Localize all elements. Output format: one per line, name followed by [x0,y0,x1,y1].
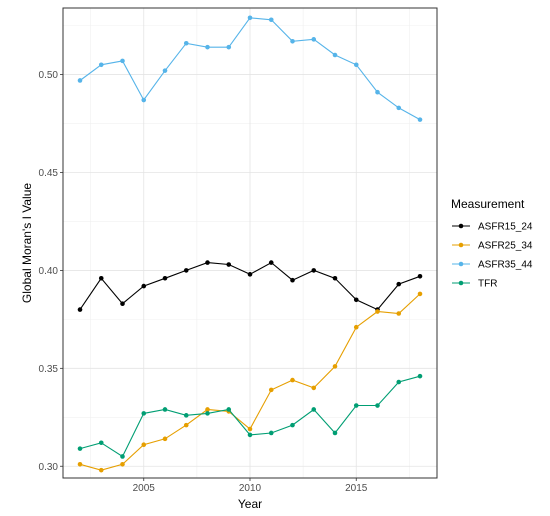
data-point-asfr35-44 [226,44,232,50]
data-point-tfr [311,407,317,412]
grid [63,8,437,478]
data-point-asfr15-24 [311,268,317,273]
data-point-asfr35-44 [120,58,125,64]
data-point-asfr15-24 [120,301,125,307]
legend: Measurement ASFR15_24 ASFR25_34 ASFR35_44 T… [451,197,533,290]
data-point-asfr25-34 [205,407,210,412]
data-point-tfr [98,440,104,446]
legend-key-point [458,280,464,286]
data-point-asfr25-34 [353,324,359,330]
data-point-asfr35-44 [290,38,295,44]
legend-item-asfr35-44: ASFR35_44 [452,260,533,271]
data-point-asfr35-44 [332,52,338,58]
data-point-tfr [183,413,189,418]
x-axis-title: Year [238,497,262,511]
data-point-asfr15-24 [353,297,359,303]
y-tick-label: 0.40 [39,266,59,277]
legend-title: Measurement [451,197,525,211]
data-point-asfr15-24 [332,275,338,281]
legend-key-point [458,261,464,267]
legend-item-tfr: TFR [452,279,497,290]
y-axis-title: Global Moran's I Value [20,183,34,303]
data-point-asfr35-44 [311,37,317,42]
data-point-asfr35-44 [205,44,210,50]
data-point-tfr [226,407,232,412]
data-point-asfr15-24 [268,260,274,265]
legend-label: ASFR25_34 [478,241,533,252]
legend-item-asfr25-34: ASFR25_34 [452,241,533,252]
data-point-asfr15-24 [162,275,168,281]
data-point-asfr15-24 [396,281,402,287]
series-layer [77,15,423,473]
data-point-asfr35-44 [77,78,83,83]
legend-item-asfr15-24: ASFR15_24 [452,222,533,233]
data-point-asfr15-24 [226,262,232,267]
legend-key-point [458,223,464,229]
x-axis: 2005 2010 2015 [133,478,368,494]
data-point-asfr25-34 [247,426,253,432]
x-tick-label: 2005 [133,483,156,494]
data-point-tfr [120,454,125,459]
data-point-tfr [353,403,359,408]
data-point-asfr35-44 [353,62,359,68]
data-point-asfr25-34 [268,387,274,393]
data-point-asfr25-34 [311,385,317,391]
data-point-asfr15-24 [247,272,253,277]
legend-label: TFR [478,279,497,290]
series-tfr [77,373,423,459]
data-point-asfr25-34 [417,291,423,297]
data-point-asfr15-24 [98,275,104,281]
y-tick-label: 0.50 [39,70,59,81]
data-point-asfr25-34 [98,467,104,473]
data-point-asfr25-34 [375,309,380,314]
data-point-tfr [268,430,274,436]
data-point-asfr35-44 [162,68,168,73]
y-axis: 0.30 0.35 0.40 0.45 0.50 [39,70,63,473]
data-point-asfr35-44 [98,62,104,68]
series-asfr15-24 [77,260,423,312]
data-point-tfr [205,411,210,416]
data-point-asfr15-24 [183,268,189,273]
data-point-asfr35-44 [396,105,402,111]
y-tick-label: 0.35 [39,364,59,375]
data-point-asfr35-44 [417,117,423,122]
data-point-asfr35-44 [183,40,189,46]
data-point-asfr15-24 [290,277,295,283]
y-tick-label: 0.30 [39,462,59,473]
series-asfr25-34 [77,291,423,473]
data-point-asfr25-34 [141,442,147,448]
data-point-asfr35-44 [141,97,147,103]
legend-key-point [458,242,464,248]
legend-label: ASFR35_44 [478,260,533,271]
data-point-asfr15-24 [77,307,83,312]
data-point-asfr15-24 [141,283,147,289]
data-point-asfr35-44 [375,89,380,95]
data-point-asfr25-34 [120,461,125,467]
legend-label: ASFR15_24 [478,222,533,233]
data-point-tfr [162,407,168,412]
data-point-tfr [375,403,380,408]
data-point-tfr [141,411,147,416]
data-point-tfr [396,379,402,385]
data-point-asfr25-34 [332,364,338,369]
data-point-asfr25-34 [183,422,189,428]
series-asfr35-44 [77,15,423,122]
y-tick-label: 0.45 [39,168,59,179]
data-point-tfr [290,422,295,428]
data-point-asfr15-24 [205,260,210,265]
x-tick-label: 2015 [345,483,368,494]
data-point-tfr [77,446,83,451]
data-point-asfr15-24 [417,273,423,279]
data-point-asfr25-34 [290,377,295,383]
data-point-asfr25-34 [162,436,168,442]
data-point-asfr35-44 [268,17,274,23]
x-tick-label: 2010 [239,483,262,494]
data-point-asfr25-34 [77,461,83,467]
data-point-tfr [332,430,338,436]
data-point-tfr [247,432,253,438]
data-point-tfr [417,373,423,379]
data-point-asfr25-34 [396,311,402,316]
data-point-asfr35-44 [247,15,253,21]
